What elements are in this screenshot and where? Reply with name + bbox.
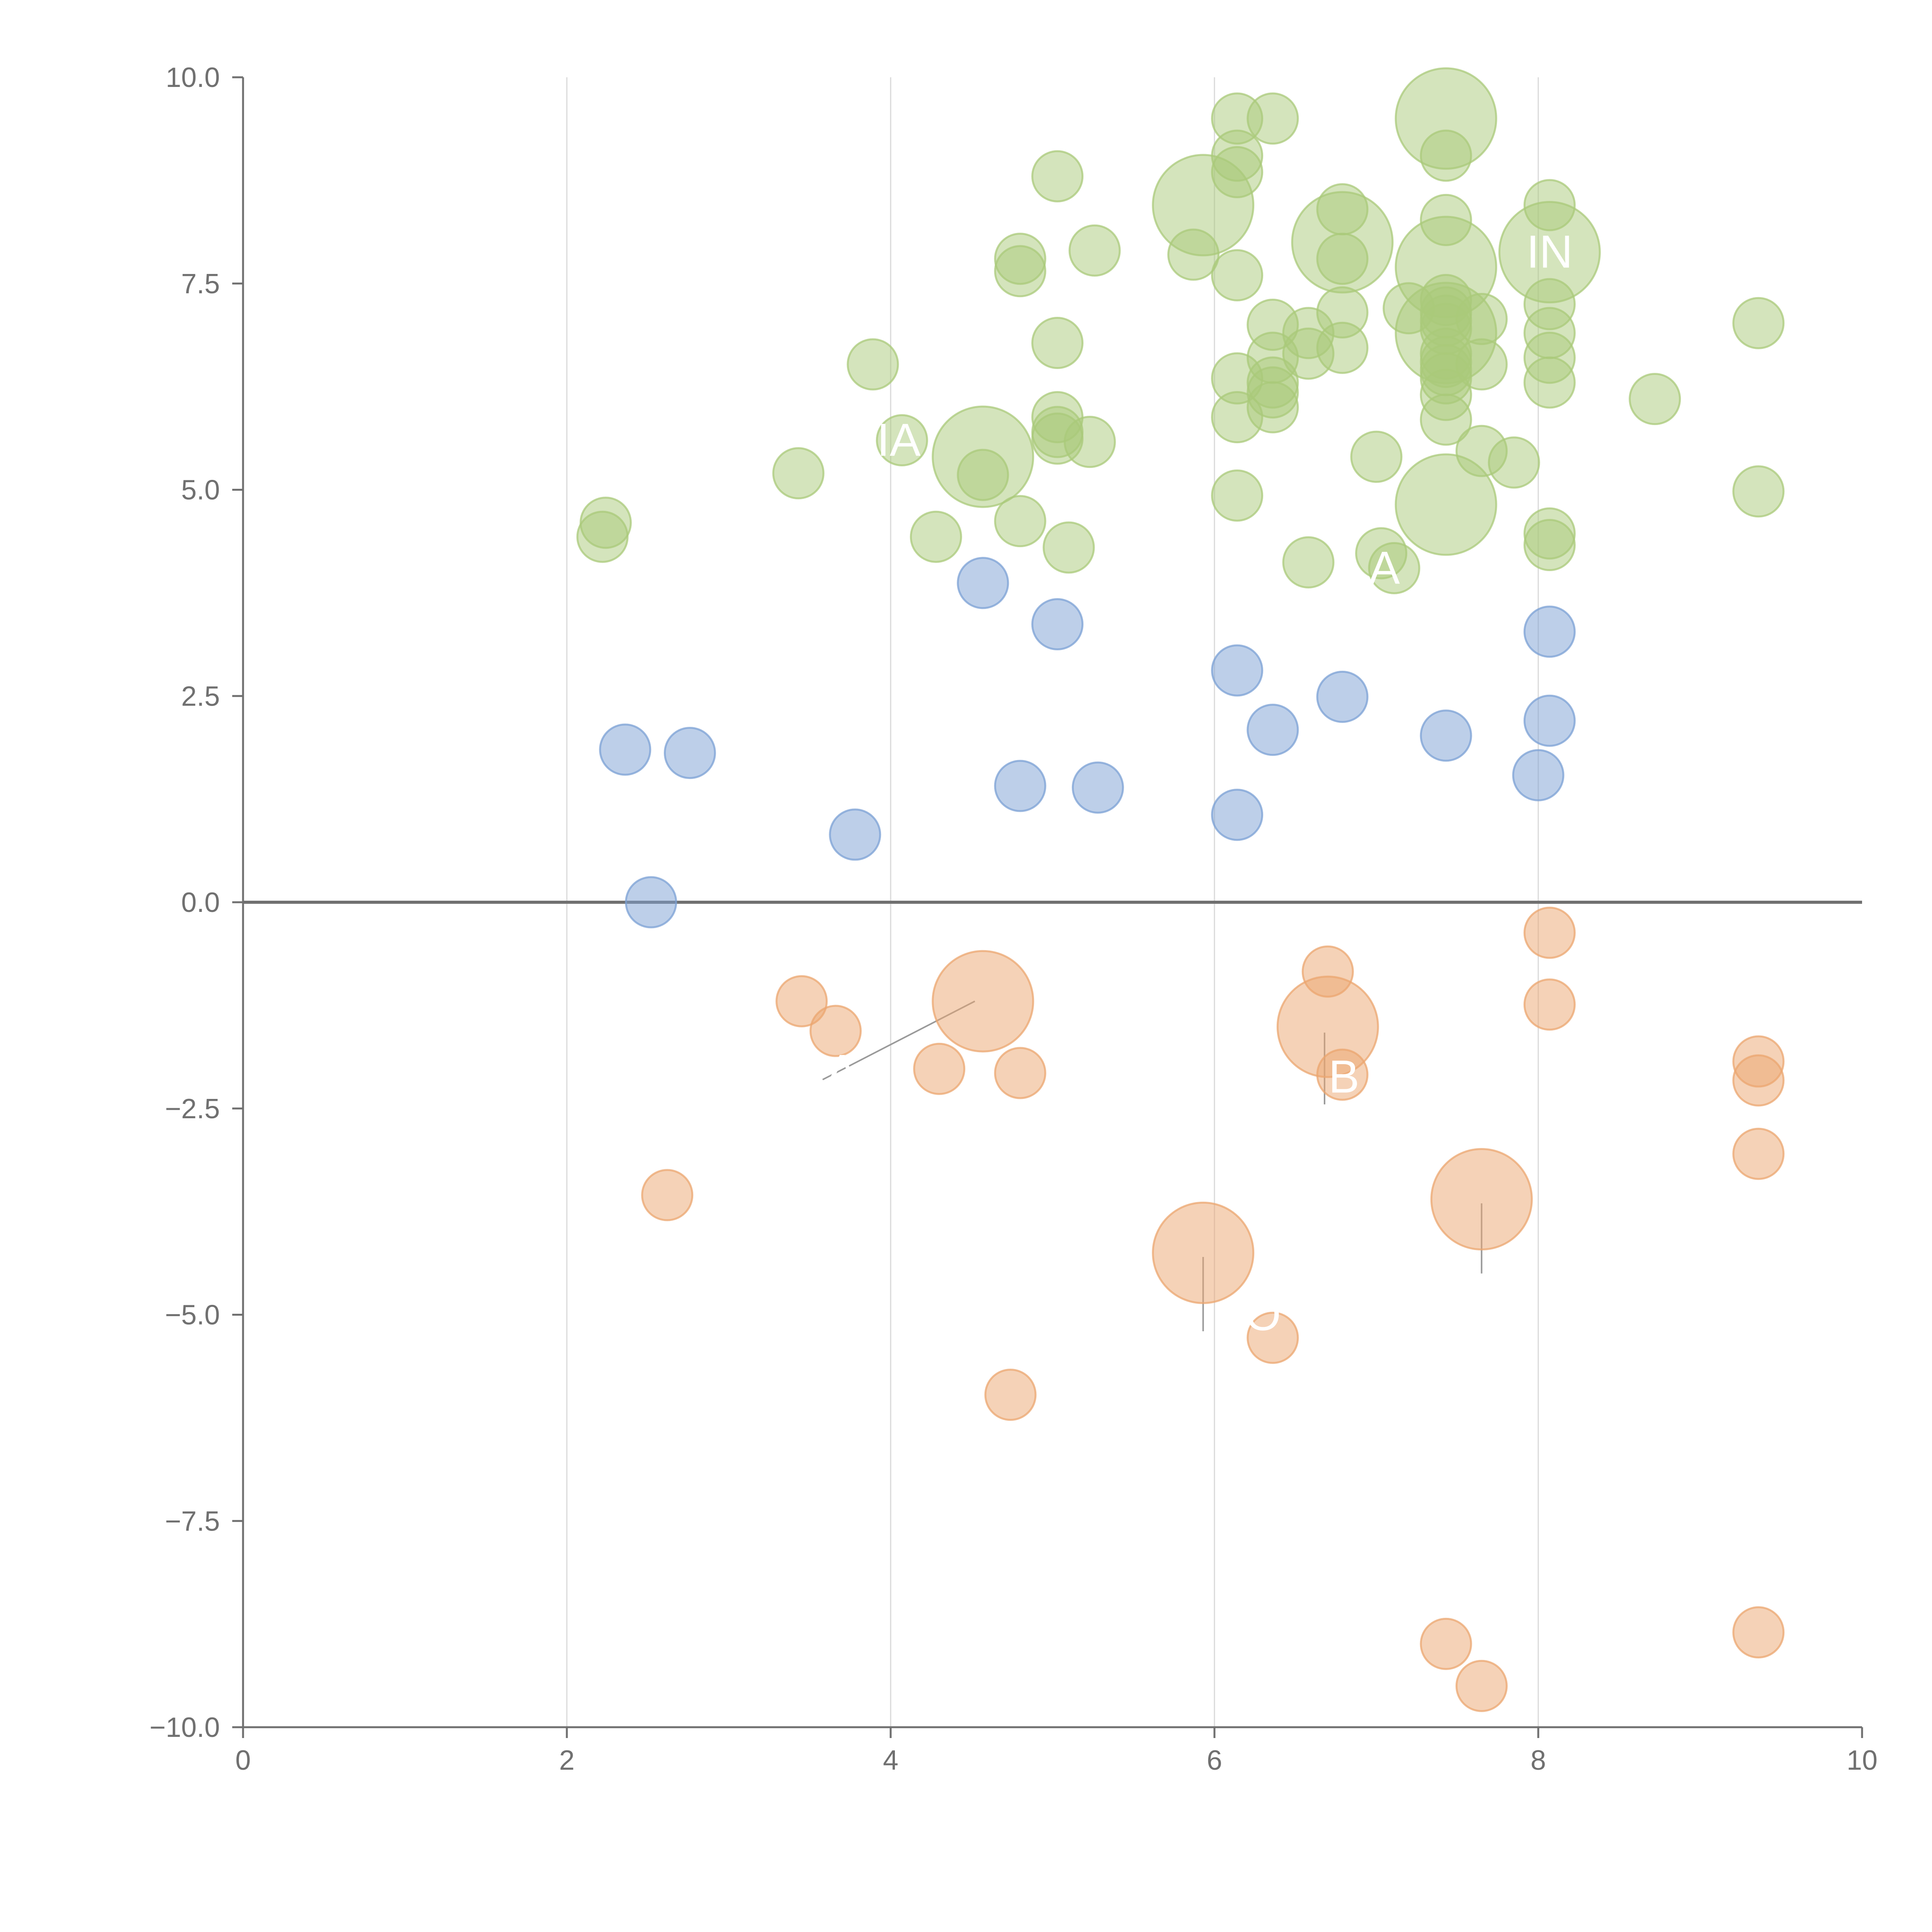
data-point-positive-high xyxy=(1031,316,1084,369)
data-point-positive-high xyxy=(910,510,962,563)
data-point-positive-low xyxy=(599,723,651,776)
point-layer xyxy=(576,67,1785,1712)
y-tick-label: −10.0 xyxy=(150,1712,220,1743)
data-point-negative xyxy=(1152,1201,1255,1304)
data-point-positive-low xyxy=(957,557,1009,609)
data-point-positive-low xyxy=(994,760,1046,812)
data-point-negative xyxy=(1523,978,1576,1031)
data-point-positive-high xyxy=(1211,249,1264,301)
data-point-negative xyxy=(913,1043,966,1095)
data-point-negative xyxy=(641,1169,694,1221)
data-point-negative xyxy=(776,975,828,1027)
data-point-negative xyxy=(994,1047,1046,1099)
data-point-positive-high xyxy=(1247,92,1299,145)
data-point-positive-high xyxy=(1211,146,1264,199)
data-point-positive-high xyxy=(847,338,899,391)
data-point-negative xyxy=(1420,1617,1472,1670)
x-tick-label: 8 xyxy=(1531,1745,1546,1776)
data-point-positive-high xyxy=(1316,321,1369,374)
data-point-negative xyxy=(1732,1128,1785,1180)
data-point-negative xyxy=(1316,1048,1369,1101)
data-point-positive-high xyxy=(876,414,928,466)
data-point-positive-low xyxy=(1211,644,1264,697)
y-tick-label: −2.5 xyxy=(165,1094,220,1124)
annotation-label: A xyxy=(1369,542,1400,594)
data-point-positive-low xyxy=(1316,670,1369,723)
data-point-positive-high xyxy=(1455,293,1508,345)
x-tick-label: 4 xyxy=(883,1745,898,1776)
data-point-negative xyxy=(1732,1606,1785,1658)
data-point-positive-high xyxy=(1368,542,1420,594)
annotation-label: A xyxy=(827,1045,857,1097)
x-tick-label: 6 xyxy=(1207,1745,1222,1776)
y-tick-label: 0.0 xyxy=(181,887,220,918)
y-tick-label: −5.0 xyxy=(165,1300,220,1331)
y-tick-label: −7.5 xyxy=(165,1506,220,1537)
data-point-positive-high xyxy=(1395,453,1497,556)
data-point-positive-high xyxy=(1420,129,1472,182)
data-point-positive-high xyxy=(580,497,632,549)
data-point-positive-low xyxy=(1071,761,1124,814)
data-point-positive-high xyxy=(1031,150,1084,202)
data-point-negative xyxy=(1247,1311,1299,1364)
y-tick-label: 2.5 xyxy=(181,681,220,712)
data-point-positive-low xyxy=(1247,704,1299,756)
data-point-negative xyxy=(810,1005,862,1057)
annotation-label: IA xyxy=(877,414,920,466)
data-point-positive-high xyxy=(1247,381,1299,434)
data-point-positive-high xyxy=(1732,465,1785,518)
data-point-negative xyxy=(1430,1148,1533,1251)
data-point-positive-high xyxy=(1455,338,1508,391)
annotation-label: B xyxy=(1328,1051,1359,1103)
data-point-positive-high xyxy=(1732,297,1785,349)
data-point-positive-high xyxy=(1043,521,1095,574)
data-point-positive-high xyxy=(1629,373,1681,425)
data-point-positive-low xyxy=(829,808,881,861)
data-point-positive-low xyxy=(1420,709,1472,762)
y-tick-label: 10.0 xyxy=(166,62,220,93)
axis-layer: 0 2 4 6 8 10 −10.0 −7.5 −5.0 −2.5 0.0 2.5 5.0 7.5 10.0 xyxy=(150,62,1878,1776)
data-point-positive-low xyxy=(1031,598,1084,651)
data-point-positive-high xyxy=(1523,356,1576,409)
data-point-positive-high xyxy=(1420,393,1472,446)
x-tick-label: 2 xyxy=(559,1745,575,1776)
data-point-negative xyxy=(1732,1054,1785,1107)
data-point-positive-low xyxy=(1211,789,1264,841)
data-point-positive-high xyxy=(957,449,1009,501)
data-point-positive-high xyxy=(772,447,825,500)
label-layer: IN IA A A B O xyxy=(827,226,1573,1340)
data-point-positive-high xyxy=(1068,224,1121,277)
data-point-positive-high xyxy=(994,245,1046,298)
data-point-negative xyxy=(984,1369,1037,1421)
y-tick-label: 5.0 xyxy=(181,475,220,506)
data-point-positive-low xyxy=(1523,694,1576,747)
data-point-positive-low xyxy=(663,727,716,779)
x-tick-label: 0 xyxy=(235,1745,251,1776)
data-point-positive-high xyxy=(1282,536,1335,588)
data-point-positive-high xyxy=(1350,430,1403,483)
data-point-positive-high xyxy=(1488,436,1540,489)
data-point-negative xyxy=(1523,906,1576,959)
data-point-negative xyxy=(932,950,1034,1053)
data-point-positive-high xyxy=(1523,519,1576,571)
data-point-positive-low xyxy=(1512,749,1565,801)
annotation-label: O xyxy=(1245,1289,1281,1340)
data-point-positive-high xyxy=(1063,416,1116,468)
data-point-negative xyxy=(1455,1660,1508,1712)
annotation-label: IN xyxy=(1526,226,1573,278)
data-point-positive-high xyxy=(1316,233,1369,285)
data-point-positive-high xyxy=(994,495,1046,548)
x-tick-label: 10 xyxy=(1847,1745,1878,1776)
data-point-positive-low xyxy=(1523,605,1576,658)
y-tick-label: 7.5 xyxy=(181,269,220,299)
data-point-positive-low xyxy=(625,876,677,929)
data-point-positive-high xyxy=(1211,469,1264,522)
